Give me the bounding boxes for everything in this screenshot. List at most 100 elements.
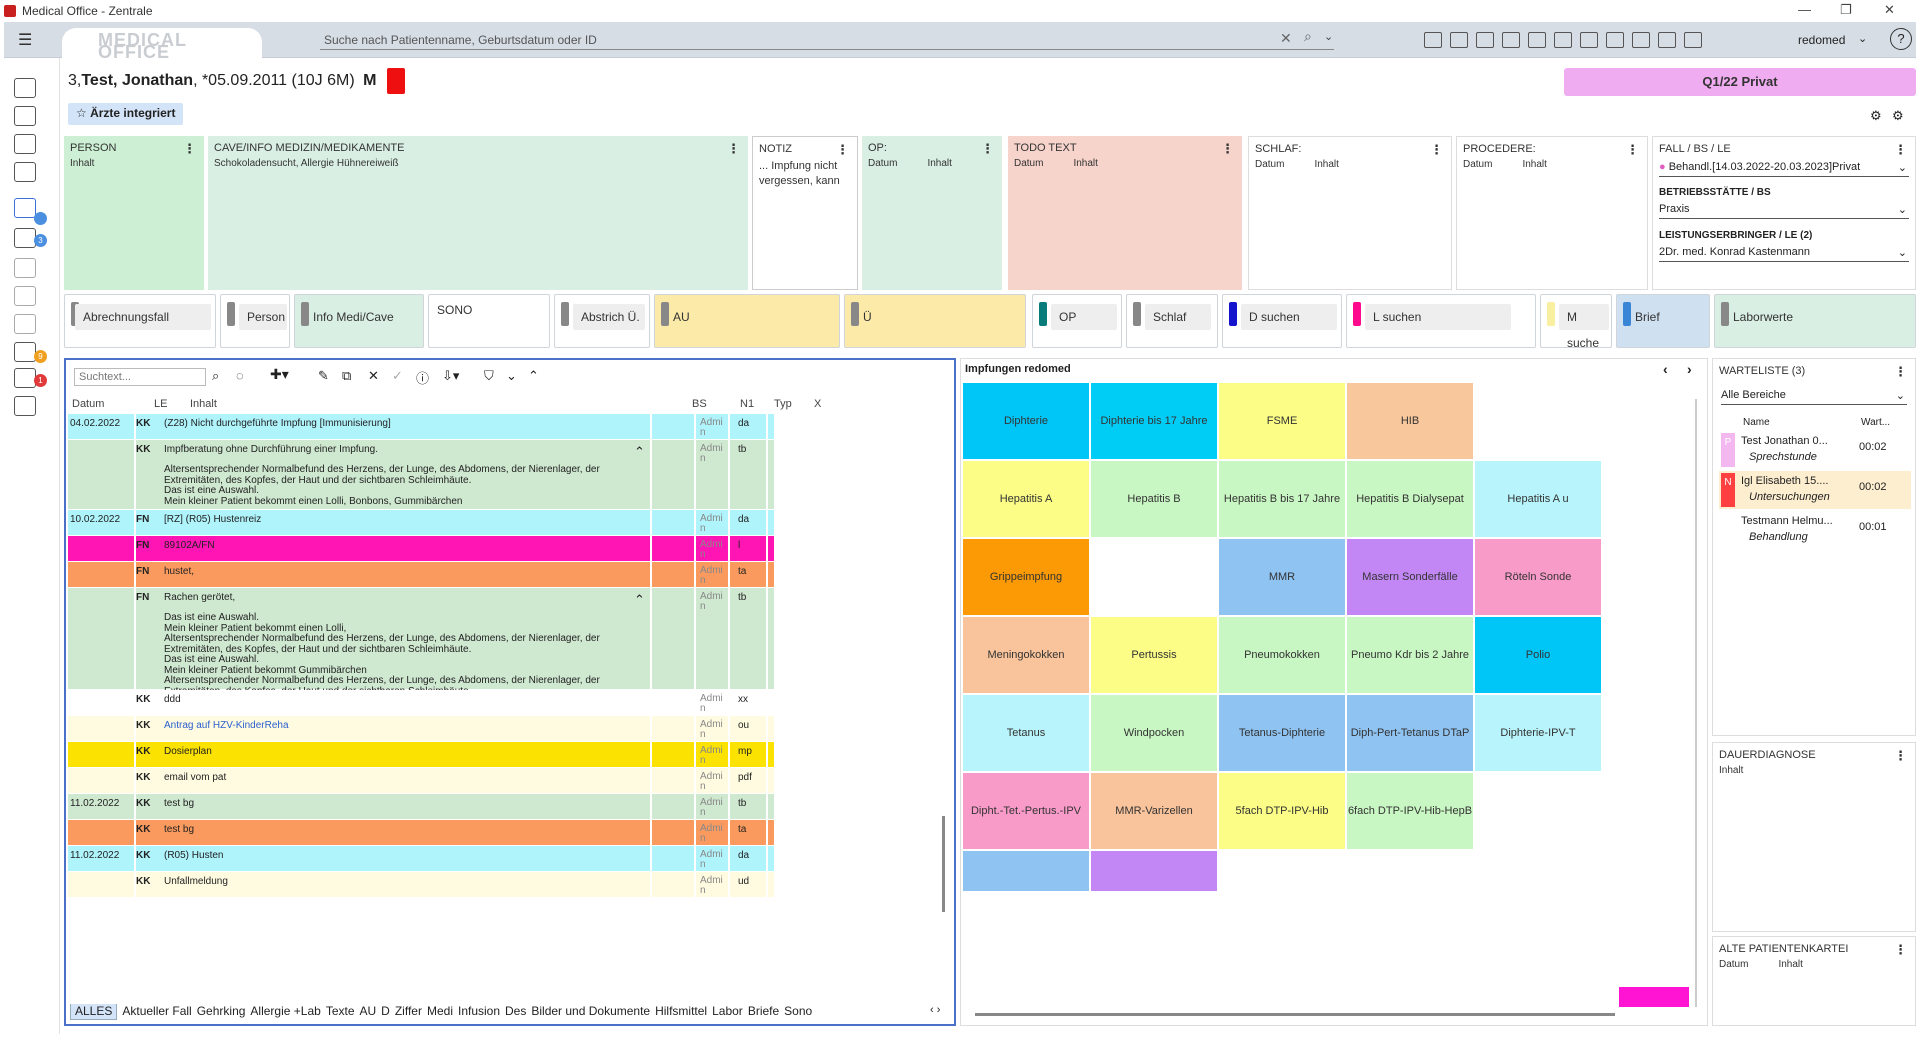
tab-medi[interactable]: Medi — [426, 1004, 453, 1018]
toolbar-icon-5[interactable] — [1528, 32, 1546, 48]
tab-bilder[interactable]: Bilder und Dokumente — [531, 1004, 651, 1018]
check-icon[interactable]: ✓ — [392, 368, 403, 383]
list-row[interactable]: KK ddd Admi n xx — [68, 690, 774, 716]
waitlist-item[interactable]: P Test Jonathan 0... Sprechstunde 00:02 — [1719, 431, 1911, 469]
patient-search-input[interactable]: Suche nach Patientenname, Geburtsdatum o… — [320, 30, 1334, 50]
maximize-icon[interactable]: ❐ — [1840, 2, 1852, 17]
cave-panel[interactable]: CAVE/INFO MEDIZIN/MEDIKAMENTE Schokolade… — [208, 136, 748, 290]
btn-laborwerte[interactable]: Laborwerte — [1714, 294, 1916, 348]
sidebar-group-icon[interactable] — [14, 396, 36, 416]
col-x[interactable]: X — [814, 398, 822, 410]
toolbar-icon-2[interactable] — [1450, 32, 1468, 48]
toolbar-icon-1[interactable] — [1424, 32, 1442, 48]
vaccine-tile[interactable]: Masern Sonderfälle — [1347, 539, 1473, 615]
minimize-icon[interactable]: — — [1798, 2, 1811, 17]
vaccine-tile[interactable]: Hepatitis A — [963, 461, 1089, 537]
todo-panel[interactable]: TODO TEXT Datum Inhalt ⋮ — [1008, 136, 1242, 290]
list-row[interactable]: KK Unfallmeldung Admi n ud — [68, 872, 774, 898]
waitlist-item[interactable]: Testmann Helmu... Behandlung 00:01 — [1719, 511, 1911, 549]
le-select[interactable]: 2Dr. med. Konrad Kastenmann ⌄ — [1659, 246, 1909, 262]
vaccine-tile[interactable]: Meningokokken — [963, 617, 1089, 693]
tab-au[interactable]: AU — [359, 1004, 377, 1018]
tabs-scroll-icon[interactable]: ‹ › — [930, 1004, 941, 1016]
prev-icon[interactable]: ‹ — [1663, 361, 1668, 377]
vaccine-tile[interactable]: FSME — [1219, 383, 1345, 459]
tab-aktueller-fall[interactable]: Aktueller Fall — [122, 1004, 192, 1018]
vaccine-tile[interactable]: MMR — [1219, 539, 1345, 615]
sidebar-tools-icon[interactable] — [14, 198, 36, 218]
vaccine-tile[interactable]: Grippeimpfung — [963, 539, 1089, 615]
dauerdiagnose-menu-icon[interactable]: ⋮ — [1894, 748, 1907, 763]
btn-brief[interactable]: Brief — [1616, 294, 1710, 348]
vaccine-tile[interactable]: Diphterie bis 17 Jahre — [1091, 383, 1217, 459]
search-icon[interactable]: ⌕ — [1304, 28, 1312, 44]
toolbar-icon-7[interactable] — [1580, 32, 1598, 48]
toolbar-icon-6[interactable] — [1554, 32, 1572, 48]
schlaf-menu-icon[interactable]: ⋮ — [1430, 142, 1443, 157]
clear-search-icon[interactable]: ✕ — [1280, 30, 1292, 46]
vaccine-tile[interactable]: HIB — [1347, 383, 1473, 459]
list-search-icon[interactable]: ⌕ — [212, 368, 220, 383]
sidebar-message-icon[interactable] — [14, 368, 36, 388]
col-typ[interactable]: Typ — [774, 398, 792, 410]
procedere-panel[interactable]: PROCEDERE: Datum Inhalt ⋮ — [1456, 136, 1648, 290]
btn-schlaf[interactable]: Schlaf — [1126, 294, 1218, 348]
btn-au[interactable]: AU — [654, 294, 840, 348]
sidebar-dmp-icon[interactable] — [14, 258, 36, 278]
sidebar-history-icon[interactable] — [14, 162, 36, 182]
list-row[interactable]: FN hustet, Admi n ta — [68, 562, 774, 588]
help-icon[interactable]: ? — [1890, 28, 1912, 50]
col-datum[interactable]: Datum — [72, 398, 105, 410]
patient-name[interactable]: Test, Jonathan — [81, 72, 194, 89]
notiz-menu-icon[interactable]: ⋮ — [836, 142, 849, 157]
tab-alles[interactable]: ALLES — [70, 1004, 118, 1020]
col-n1[interactable]: N1 — [740, 398, 755, 410]
toolbar-icon-3[interactable] — [1476, 32, 1494, 48]
collapse-row-icon[interactable]: ⌃ — [634, 592, 645, 607]
vaccine-tile[interactable]: Hepatitis A u — [1475, 461, 1601, 537]
search-dropdown-icon[interactable]: ⌄ — [1324, 31, 1334, 43]
tab-infusion[interactable]: Infusion — [457, 1004, 501, 1018]
cave-menu-icon[interactable]: ⋮ — [727, 141, 740, 156]
collapse-row-icon[interactable]: ⌃ — [634, 444, 645, 459]
sidebar-karteikarte-icon[interactable] — [14, 78, 36, 98]
upload-icon[interactable]: ⇩▾ — [442, 368, 460, 383]
list-row[interactable]: 11.02.2022 KK test bg Admi n tb — [68, 794, 774, 820]
btn-sono[interactable]: SONO — [428, 294, 550, 348]
close-icon[interactable]: ✕ — [1884, 2, 1895, 17]
fall-menu-icon[interactable]: ⋮ — [1894, 142, 1907, 157]
warteliste-menu-icon[interactable]: ⋮ — [1894, 364, 1907, 379]
list-row[interactable]: KK email vom pat Admi n pdf — [68, 768, 774, 794]
btn-ue[interactable]: Ü — [844, 294, 1026, 348]
procedere-menu-icon[interactable]: ⋮ — [1626, 142, 1639, 157]
person-menu-icon[interactable]: ⋮ — [183, 141, 196, 156]
user-menu[interactable]: redomed — [1798, 33, 1846, 47]
vaccine-tile[interactable]: Röteln Sonde — [1475, 539, 1601, 615]
vaccine-tile[interactable]: Pneumo Kdr bis 2 Jahre — [1347, 617, 1473, 693]
info-icon[interactable]: ⓘ — [416, 371, 430, 386]
list-search-input[interactable]: Suchtext... — [74, 368, 206, 386]
logo-tab[interactable]: MEDICAL OFFICE — [62, 28, 262, 61]
next-icon[interactable]: › — [1687, 361, 1692, 377]
list-row[interactable]: KK Antrag auf HZV-KinderReha Admi n ou — [68, 716, 774, 742]
document-icon[interactable] — [1684, 32, 1702, 48]
delete-icon[interactable]: ✕ — [368, 368, 379, 383]
tab-texte[interactable]: Texte — [325, 1004, 355, 1018]
vaccine-tile[interactable]: 6fach DTP-IPV-Hib-HepB — [1347, 773, 1473, 849]
mail-icon[interactable] — [1606, 32, 1624, 48]
todo-menu-icon[interactable]: ⋮ — [1221, 141, 1234, 156]
settings-small-icon[interactable]: ⚙ — [1870, 108, 1882, 123]
vaccine-tile-partial[interactable] — [1619, 987, 1689, 1007]
tab-gehrking[interactable]: Gehrking — [196, 1004, 246, 1018]
bell-icon[interactable] — [14, 342, 36, 362]
schlaf-panel[interactable]: SCHLAF: Datum Inhalt ⋮ — [1248, 136, 1452, 290]
tab-briefe[interactable]: Briefe — [747, 1004, 780, 1018]
waitlist-item[interactable]: N Igl Elisabeth 15.... Untersuchungen 00:02 — [1719, 471, 1911, 509]
fall-case-select[interactable]: ● Behandl.[14.03.2022-20.03.2023]Privat ⌄ — [1659, 161, 1909, 177]
vaccine-tile[interactable]: 5fach DTP-IPV-Hib — [1219, 773, 1345, 849]
vaccine-tile[interactable]: Hepatitis B bis 17 Jahre — [1219, 461, 1345, 537]
tab-allergie-lab[interactable]: Allergie +Lab — [250, 1004, 321, 1018]
tab-des[interactable]: Des — [505, 1004, 527, 1018]
op-panel[interactable]: OP: Datum Inhalt ⋮ — [862, 136, 1002, 290]
vaccine-tile[interactable]: Diphterie-IPV-T — [1475, 695, 1601, 771]
